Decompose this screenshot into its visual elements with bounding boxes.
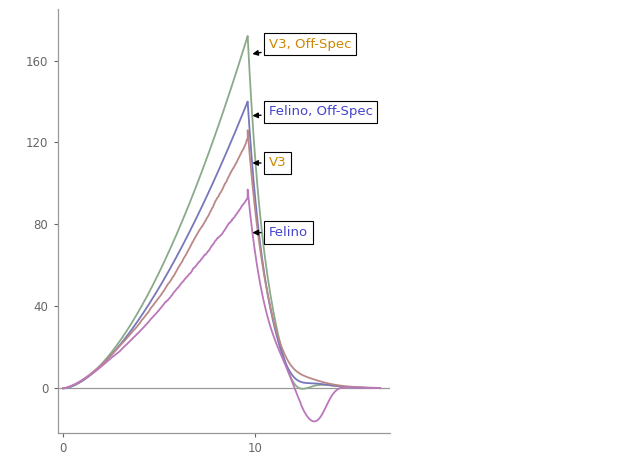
Text: V3: V3: [254, 157, 286, 170]
Text: Felino: Felino: [254, 226, 308, 239]
Text: V3, Off-Spec: V3, Off-Spec: [254, 38, 351, 55]
Text: Felino, Off-Spec: Felino, Off-Spec: [254, 105, 373, 118]
